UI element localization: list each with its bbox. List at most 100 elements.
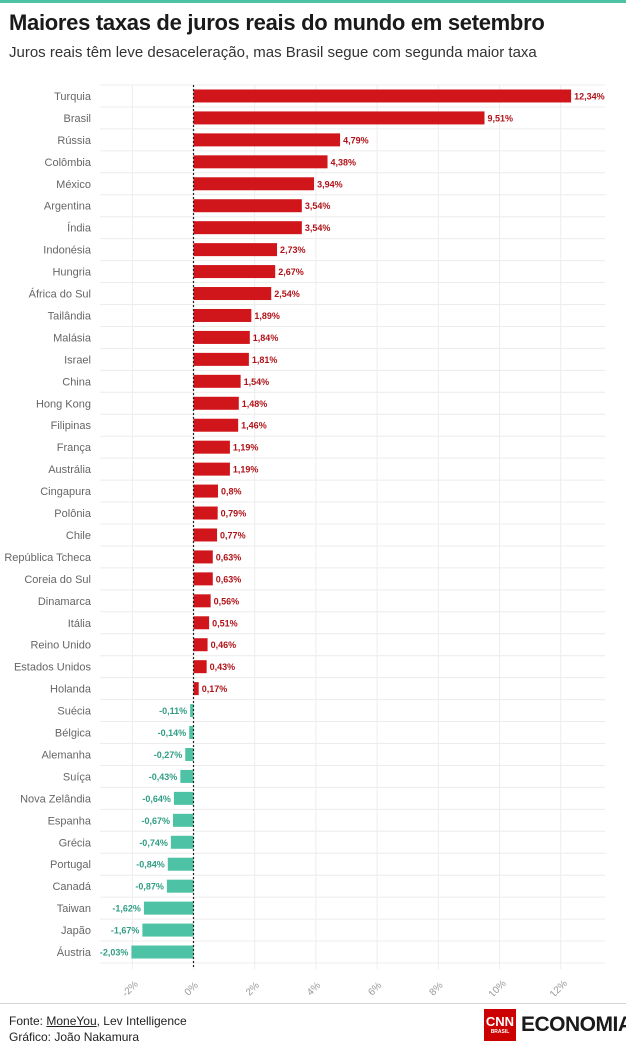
value-label: 4,38% [331,157,357,167]
value-label: 0,8% [221,487,242,497]
x-tick-label: 10% [487,978,509,996]
x-tick-label: 4% [305,980,323,996]
value-label: 1,54% [244,377,270,387]
bar [189,726,194,740]
category-label: Alemanha [41,749,91,761]
x-tick-label: -2% [120,979,140,996]
bar [193,243,278,257]
source-prefix: Fonte: [9,1014,47,1028]
category-label: Colômbia [45,157,92,169]
value-label: -1,67% [111,926,140,936]
bar [142,923,194,937]
value-label: -1,62% [112,904,141,914]
value-label: 2,73% [280,245,306,255]
graphic-credit: Gráfico: João Nakamura [9,1030,140,1044]
x-tick-label: 12% [548,978,570,996]
category-label: Suécia [57,706,92,718]
bar [193,660,207,674]
bar [143,901,194,915]
value-label: 1,89% [254,311,280,321]
category-label: Chile [66,530,91,542]
bar [193,155,328,169]
value-label: -0,74% [139,838,168,848]
category-label: Espanha [48,815,92,827]
category-label: Índia [67,222,92,235]
bar [193,572,213,586]
value-label: -0,14% [158,728,187,738]
value-label: 0,79% [221,509,247,519]
value-label: 9,51% [488,113,514,123]
value-label: 1,48% [242,399,268,409]
category-label: Coreia do Sul [24,574,91,586]
category-label: Tailândia [48,310,92,322]
chart-subtitle: Juros reais têm leve desaceleração, mas … [9,44,537,61]
value-label: -0,27% [154,750,183,760]
category-label: Taiwan [57,903,91,915]
category-label: Malásia [53,332,92,344]
bar [193,330,250,344]
bar [193,594,211,608]
source-link[interactable]: MoneYou [46,1014,97,1028]
value-label: 0,56% [214,596,240,606]
bar [193,89,572,103]
chart-title: Maiores taxas de juros reais do mundo em… [9,10,545,35]
x-tick-label: 8% [428,980,446,996]
category-label: Austrália [48,464,92,476]
value-label: 0,17% [202,684,228,694]
bar [193,440,230,454]
cnn-economia-logo: CNN BRASIL ECONOMIA [484,1009,626,1041]
value-label: -0,84% [136,860,165,870]
bar [193,265,276,279]
source-rest: , Lev Intelligence [96,1014,187,1028]
bar [193,352,249,366]
bar [193,221,302,235]
category-label: China [62,376,92,388]
value-label: 1,19% [233,443,259,453]
category-label: Itália [68,618,92,630]
bar [193,133,341,147]
bar [193,528,218,542]
bar [131,945,194,959]
category-label: Argentina [44,201,92,213]
bar [193,484,218,498]
value-label: 3,94% [317,179,343,189]
x-tick-label: 0% [183,980,201,996]
bar [193,199,302,213]
category-label: Brasil [63,113,91,125]
cnn-logo-sub: BRASIL [490,1029,510,1035]
bar [172,813,194,827]
category-label: Áustria [57,946,92,959]
source-note: Fonte: MoneYou, Lev Intelligence [9,1013,187,1029]
value-label: -0,64% [142,794,171,804]
category-label: Filipinas [51,420,92,432]
bar [193,396,239,410]
bar [193,462,230,476]
category-label: Suíça [63,771,92,783]
category-label: Estados Unidos [14,662,92,674]
value-label: 0,43% [210,662,236,672]
bar [167,857,194,871]
bar [193,418,239,432]
bar [193,638,208,652]
category-label: Bélgica [55,728,92,740]
bar [193,287,272,301]
cnn-logo-text: CNN [485,1014,515,1029]
category-label: Canadá [52,881,91,893]
category-label: Hong Kong [36,398,91,410]
value-label: 12,34% [574,91,605,101]
bar [193,308,252,322]
value-label: -0,67% [141,816,170,826]
category-label: Polônia [54,508,92,520]
economia-wordmark: ECONOMIA [521,1013,626,1036]
value-label: 1,81% [252,355,278,365]
value-label: -0,87% [135,882,164,892]
value-label: -0,11% [159,706,187,716]
bar [193,616,210,630]
category-label: Portugal [50,859,91,871]
value-label: -2,03% [100,948,129,958]
bar [193,111,485,125]
category-label: Grécia [59,837,92,849]
category-label: Turquia [54,91,92,103]
category-label: Dinamarca [38,596,92,608]
x-tick-label: 6% [366,980,384,996]
